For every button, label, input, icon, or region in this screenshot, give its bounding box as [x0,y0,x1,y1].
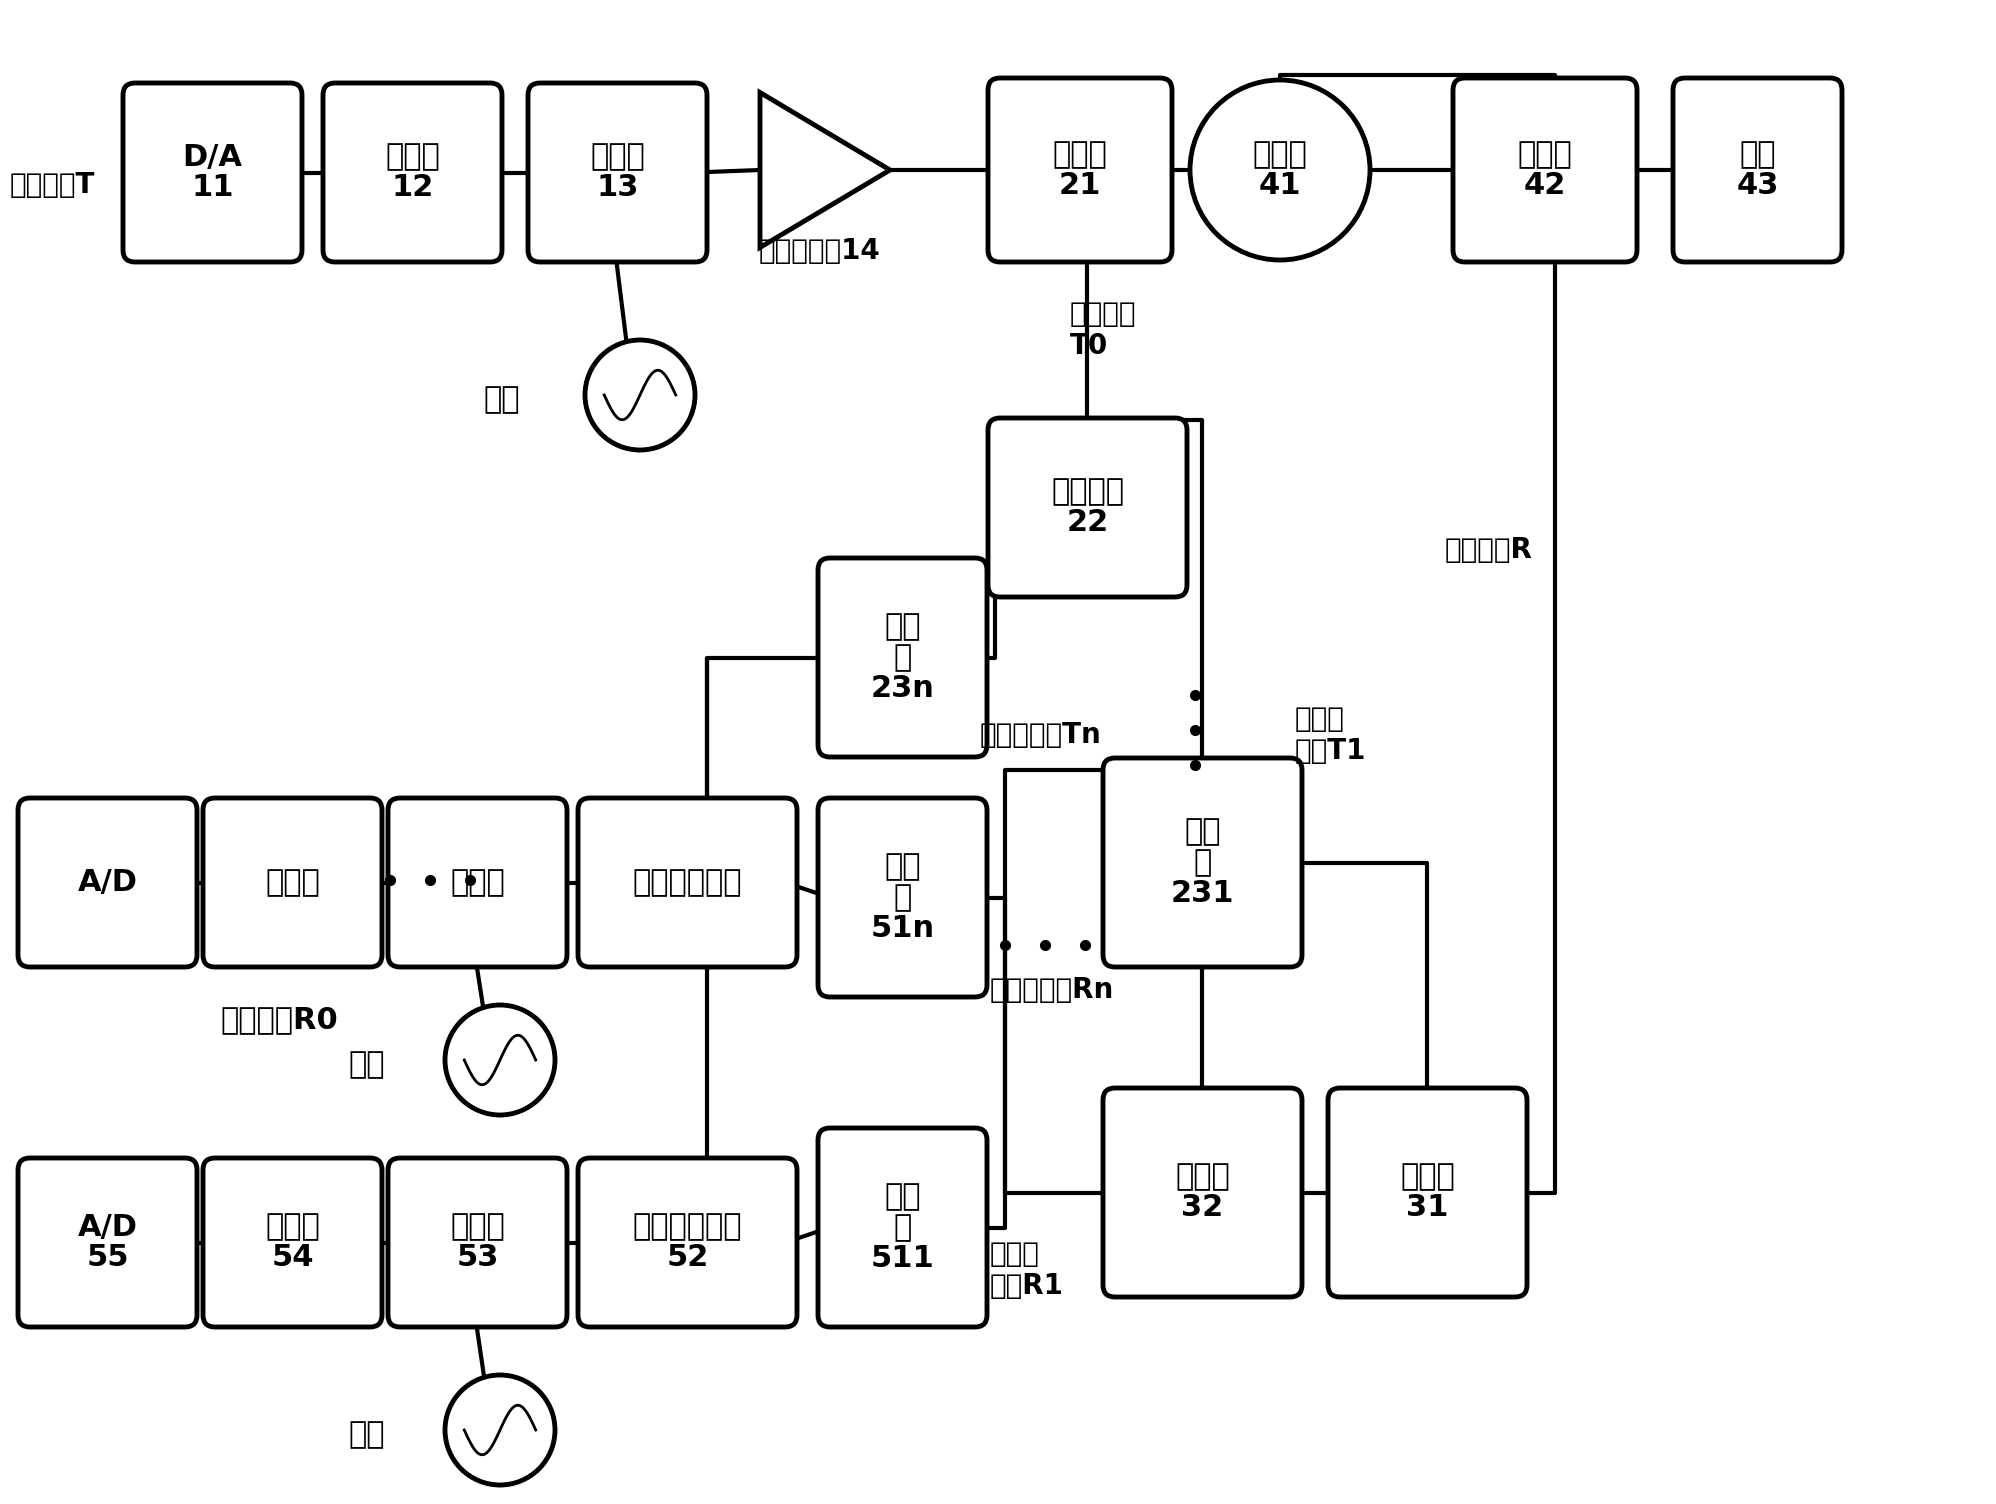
Text: 11: 11 [192,173,234,203]
FancyBboxPatch shape [124,83,301,262]
Text: 器: 器 [894,883,912,911]
Text: 环形器: 环形器 [1253,140,1307,168]
Circle shape [445,1375,555,1484]
FancyBboxPatch shape [1673,78,1842,262]
Text: 51n: 51n [870,914,934,943]
Text: 接收通道R: 接收通道R [1445,535,1533,564]
FancyBboxPatch shape [204,799,381,967]
FancyBboxPatch shape [204,1158,381,1327]
Text: 55: 55 [86,1244,130,1272]
Text: 功分器: 功分器 [1176,1163,1230,1191]
Text: 32: 32 [1182,1193,1224,1223]
FancyBboxPatch shape [323,83,503,262]
FancyBboxPatch shape [1104,1087,1301,1296]
Text: 43: 43 [1737,171,1778,200]
FancyBboxPatch shape [529,83,707,262]
Text: 器: 器 [894,1214,912,1242]
Text: 发射通道T: 发射通道T [10,171,96,199]
FancyBboxPatch shape [1453,78,1637,262]
Text: 滤波器: 滤波器 [265,1212,319,1242]
FancyBboxPatch shape [579,799,796,967]
Text: 23n: 23n [870,674,934,702]
Text: 器: 器 [1194,848,1212,877]
Text: 共用支路R0: 共用支路R0 [220,1006,337,1035]
FancyBboxPatch shape [1327,1087,1527,1296]
Text: 13: 13 [597,173,639,203]
FancyBboxPatch shape [18,1158,198,1327]
Text: 滤波: 滤波 [884,853,920,881]
Text: 器: 器 [894,644,912,672]
Text: 31: 31 [1407,1193,1449,1223]
Text: 滤波: 滤波 [1184,817,1222,847]
Text: 反馈子
通道T1: 反馈子 通道T1 [1295,705,1367,766]
FancyBboxPatch shape [18,799,198,967]
Text: 231: 231 [1172,878,1234,908]
Text: 功率放大器14: 功率放大器14 [758,238,880,265]
Text: 本振: 本振 [349,1420,385,1450]
Text: 单刀双掷开关: 单刀双掷开关 [633,868,743,896]
Text: 混频器: 混频器 [591,143,645,171]
Circle shape [585,340,695,450]
Circle shape [445,1005,555,1114]
Circle shape [1190,80,1369,260]
Text: 本振: 本振 [483,385,521,415]
Text: 滤波: 滤波 [884,1182,920,1211]
Text: 混频器: 混频器 [451,868,505,896]
Text: 反馈通道
T0: 反馈通道 T0 [1070,299,1136,359]
Text: D/A: D/A [182,143,242,171]
Text: 511: 511 [870,1244,934,1272]
Text: 单刀双掷开关: 单刀双掷开关 [633,1212,743,1242]
Text: 41: 41 [1259,171,1301,200]
FancyBboxPatch shape [818,558,986,757]
Text: 天线: 天线 [1739,140,1776,168]
Text: 分配单元: 分配单元 [1052,478,1124,507]
FancyBboxPatch shape [387,799,567,967]
FancyBboxPatch shape [988,418,1188,597]
Text: 接收子
通道R1: 接收子 通道R1 [990,1239,1064,1299]
Text: A/D: A/D [78,1212,138,1242]
Text: 混频器: 混频器 [451,1212,505,1242]
Text: 22: 22 [1066,508,1108,537]
Text: 本振: 本振 [349,1050,385,1080]
FancyBboxPatch shape [988,78,1172,262]
Text: 53: 53 [457,1244,499,1272]
Text: 耦合器: 耦合器 [1052,140,1108,168]
FancyBboxPatch shape [579,1158,796,1327]
Text: 滤波: 滤波 [884,612,920,641]
FancyBboxPatch shape [1104,758,1301,967]
Text: 低噪放: 低噪放 [1399,1163,1455,1191]
Text: 接收子通道Rn: 接收子通道Rn [990,976,1114,1005]
Polygon shape [760,93,890,248]
FancyBboxPatch shape [818,799,986,997]
FancyBboxPatch shape [387,1158,567,1327]
Text: 滤波器: 滤波器 [1517,140,1573,168]
Text: 54: 54 [271,1244,313,1272]
Text: 21: 21 [1058,171,1102,200]
Text: A/D: A/D [78,868,138,896]
Text: 12: 12 [391,173,433,203]
FancyBboxPatch shape [818,1128,986,1327]
Text: 反馈子通道Tn: 反馈子通道Tn [980,720,1102,749]
Text: 滤波器: 滤波器 [265,868,319,896]
Text: 滤波器: 滤波器 [385,143,439,171]
Text: 42: 42 [1523,171,1567,200]
Text: 52: 52 [667,1244,709,1272]
